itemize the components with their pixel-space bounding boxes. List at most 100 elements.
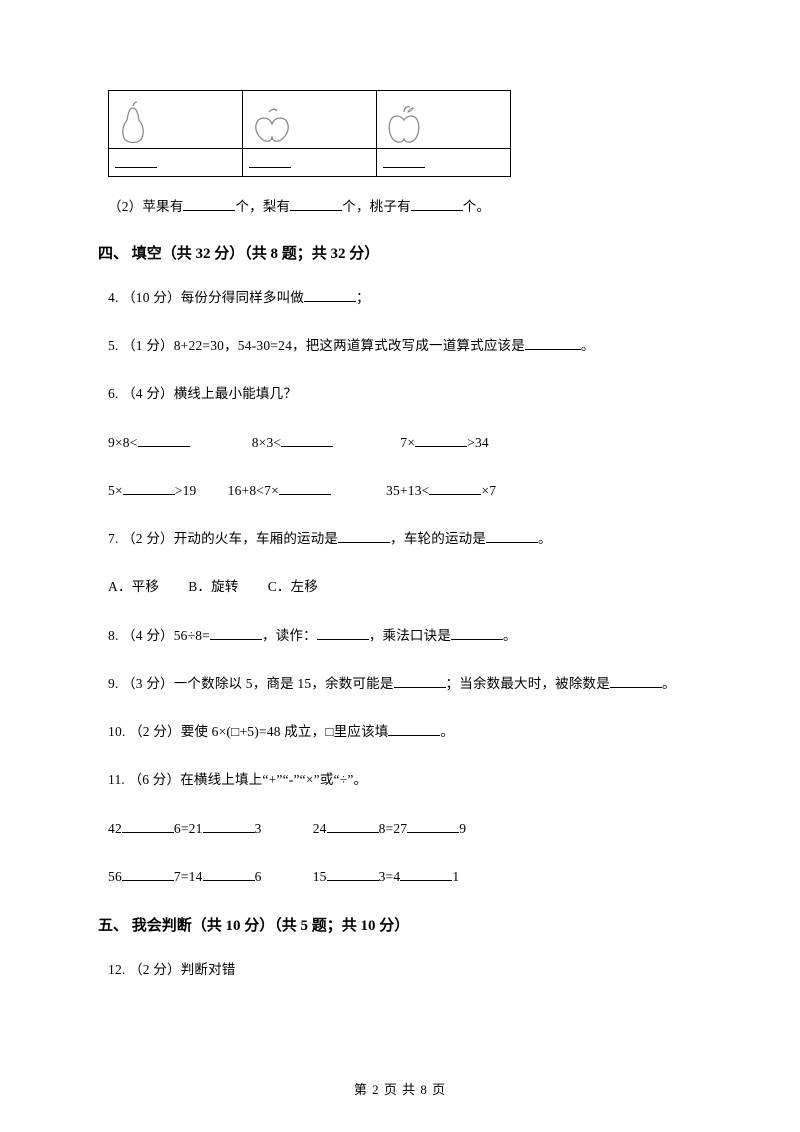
- q-score: （4 分）: [122, 386, 174, 401]
- blank-line[interactable]: [525, 336, 581, 350]
- blank-line[interactable]: [429, 481, 481, 495]
- expr: 35+13<: [386, 483, 429, 498]
- blank-line[interactable]: [279, 481, 331, 495]
- expr: 8=27: [379, 821, 408, 836]
- expr: 6=21: [174, 821, 203, 836]
- blank-line[interactable]: [407, 819, 459, 833]
- peach-icon: [249, 106, 295, 146]
- blank-line[interactable]: [203, 819, 255, 833]
- question-9: 9. （3 分）一个数除以 5，商是 15，余数可能是；当余数最大时，被除数是。: [98, 674, 702, 694]
- text: 个。: [463, 199, 490, 214]
- blank-line[interactable]: [138, 433, 190, 447]
- expr: 24: [313, 821, 327, 836]
- expr: >34: [467, 435, 489, 450]
- page: （2）苹果有个，梨有个，桃子有个。 四、 填空（共 32 分）（共 8 题；共 …: [0, 0, 800, 1132]
- blank-line[interactable]: [451, 626, 503, 640]
- text: ；: [356, 290, 370, 305]
- section-5-title: 五、 我会判断（共 10 分）（共 5 题；共 10 分）: [98, 915, 702, 938]
- question-6-row2: 5× >19 16+8<7× 35+13< ×7: [98, 481, 702, 501]
- q-score: （3 分）: [122, 676, 174, 691]
- option-c: C．左移: [268, 579, 318, 594]
- table-cell-pear: [109, 91, 243, 149]
- question-10: 10. （2 分）要使 6×(□+5)=48 成立，□里应该填。: [98, 722, 702, 742]
- table-row: [109, 149, 511, 177]
- option-a: A．平移: [108, 579, 159, 594]
- page-footer: 第 2 页 共 8 页: [0, 1079, 800, 1098]
- blank-line[interactable]: [281, 433, 333, 447]
- expr: 56: [108, 869, 122, 884]
- pear-icon: [115, 100, 151, 146]
- question-7-options: A．平移 B．旋转 C．左移: [98, 577, 702, 597]
- table-answer-cell: [109, 149, 243, 177]
- expr: 3=4: [379, 869, 401, 884]
- q-score: （2 分）: [129, 724, 181, 739]
- expr: 9: [459, 821, 466, 836]
- table-row: [109, 91, 511, 149]
- blank-line[interactable]: [411, 197, 463, 211]
- blank-line[interactable]: [317, 626, 369, 640]
- blank-line[interactable]: [388, 722, 440, 736]
- text: 56÷8=: [174, 628, 210, 643]
- text: 判断对错: [181, 962, 236, 977]
- text: （2）苹果有: [108, 199, 183, 214]
- question-4: 4. （10 分）每份分得同样多叫做；: [98, 288, 702, 308]
- text: ；当余数最大时，被除数是: [446, 676, 610, 691]
- blank-line[interactable]: [290, 197, 342, 211]
- expr: ×7: [481, 483, 496, 498]
- expr: 5×: [108, 483, 123, 498]
- apple-icon: [383, 104, 425, 146]
- expr: >19: [175, 483, 197, 498]
- text: ，车轮的运动是: [390, 531, 486, 546]
- q-label: 10.: [108, 724, 125, 739]
- q-label: 4.: [108, 290, 119, 305]
- expr: 3: [255, 821, 262, 836]
- blank-line[interactable]: [122, 819, 174, 833]
- question-8: 8. （4 分）56÷8=，读作：，乘法口诀是。: [98, 626, 702, 646]
- expr: 15: [313, 869, 327, 884]
- expr: 42: [108, 821, 122, 836]
- text: 要使 6×(□+5)=48 成立，□里应该填: [181, 724, 389, 739]
- blank-line[interactable]: [123, 481, 175, 495]
- blank-line[interactable]: [394, 674, 446, 688]
- question-5: 5. （1 分）8+22=30，54-30=24，把这两道算式改写成一道算式应该…: [98, 336, 702, 356]
- blank-line[interactable]: [338, 529, 390, 543]
- question-2-sub: （2）苹果有个，梨有个，桃子有个。: [98, 197, 702, 217]
- text: 。: [538, 531, 552, 546]
- blank-line[interactable]: [183, 197, 235, 211]
- blank-line[interactable]: [610, 674, 662, 688]
- table-answer-cell: [243, 149, 377, 177]
- blank-line[interactable]: [486, 529, 538, 543]
- blank-line[interactable]: [383, 154, 425, 168]
- q-score: （2 分）: [129, 962, 181, 977]
- fruit-table: [108, 90, 511, 177]
- q-label: 6.: [108, 386, 119, 401]
- blank-line[interactable]: [210, 626, 262, 640]
- table-cell-peach: [243, 91, 377, 149]
- section-4-title: 四、 填空（共 32 分）（共 8 题；共 32 分）: [98, 243, 702, 266]
- text: 开动的火车，车厢的运动是: [174, 531, 338, 546]
- text: ，读作：: [262, 628, 317, 643]
- blank-line[interactable]: [203, 867, 255, 881]
- text: 横线上最小能填几？: [174, 386, 297, 401]
- q-score: （1 分）: [122, 338, 174, 353]
- blank-line[interactable]: [115, 154, 157, 168]
- q-score: （2 分）: [122, 531, 174, 546]
- q-label: 8.: [108, 628, 119, 643]
- q-label: 5.: [108, 338, 119, 353]
- blank-line[interactable]: [415, 433, 467, 447]
- blank-line[interactable]: [400, 867, 452, 881]
- text: 个，桃子有: [342, 199, 411, 214]
- expr: 7×: [400, 435, 415, 450]
- expr: 16+8<7×: [228, 483, 279, 498]
- blank-line[interactable]: [327, 819, 379, 833]
- q-score: （6 分）: [129, 772, 181, 787]
- text: 每份分得同样多叫做: [181, 290, 304, 305]
- blank-line[interactable]: [327, 867, 379, 881]
- q-label: 9.: [108, 676, 119, 691]
- blank-line[interactable]: [249, 154, 291, 168]
- blank-line[interactable]: [122, 867, 174, 881]
- question-11-row1: 42 6=21 3 24 8=27 9: [98, 819, 702, 839]
- expr: 7=14: [174, 869, 203, 884]
- blank-line[interactable]: [304, 288, 356, 302]
- question-11-row2: 567=146 153=41: [98, 867, 702, 887]
